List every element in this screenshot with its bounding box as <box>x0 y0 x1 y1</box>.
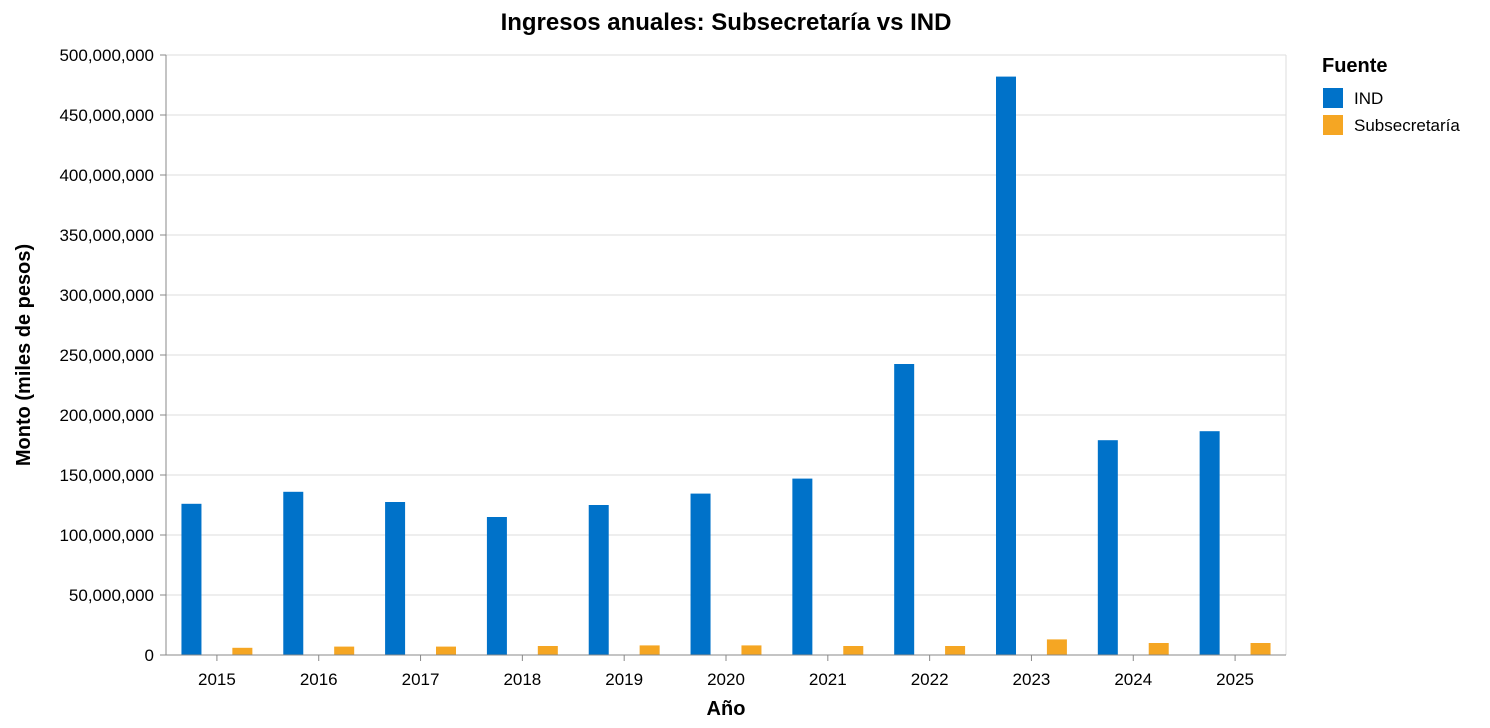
x-tick-label: 2025 <box>1216 670 1254 689</box>
bar-subsecretar-a-2016 <box>334 646 355 655</box>
chart-title: Ingresos anuales: Subsecretaría vs IND <box>501 9 952 36</box>
y-tick-label: 0 <box>145 646 154 665</box>
x-tick-label: 2022 <box>911 670 949 689</box>
bar-ind-2022 <box>894 364 915 655</box>
y-tick-label: 400,000,000 <box>59 166 154 185</box>
x-tick-label: 2024 <box>1114 670 1152 689</box>
legend: Fuente IND Subsecretaría <box>1322 55 1460 135</box>
x-tick-label: 2015 <box>198 670 236 689</box>
y-tick-label: 50,000,000 <box>69 586 154 605</box>
legend-label: IND <box>1354 89 1383 108</box>
bar-subsecretar-a-2015 <box>232 647 253 655</box>
bar-ind-2023 <box>996 76 1016 656</box>
bar-subsecretar-a-2018 <box>537 646 558 655</box>
x-tick-label: 2023 <box>1013 670 1051 689</box>
y-tick-label: 200,000,000 <box>59 406 154 425</box>
bar-subsecretar-a-2023 <box>1046 639 1067 655</box>
bar-subsecretar-a-2025 <box>1250 643 1271 655</box>
bar-ind-2025 <box>1199 431 1220 655</box>
x-tick-label: 2020 <box>707 670 745 689</box>
grid-lines <box>166 54 1287 656</box>
bar-subsecretar-a-2017 <box>436 646 456 655</box>
x-tick-label: 2017 <box>402 670 440 689</box>
axes: 0 50,000,000 100,000,000 150,000,000 200,000… <box>59 46 1286 689</box>
bar-ind-2016 <box>283 491 304 655</box>
bar-ind-2020 <box>690 493 711 655</box>
y-axis-title: Monto (miles de pesos) <box>13 244 35 466</box>
bar-subsecretar-a-2021 <box>843 646 864 655</box>
legend-title: Fuente <box>1322 55 1388 77</box>
bar-ind-2021 <box>792 478 813 655</box>
x-tick-label: 2021 <box>809 670 847 689</box>
bar-ind-2015 <box>181 503 202 655</box>
bars <box>181 76 1271 656</box>
legend-swatch <box>1323 115 1343 135</box>
y-tick-label: 500,000,000 <box>59 46 154 65</box>
y-tick-label: 150,000,000 <box>59 466 154 485</box>
bar-subsecretar-a-2024 <box>1148 643 1169 655</box>
bar-ind-2024 <box>1097 440 1118 655</box>
y-tick-label: 350,000,000 <box>59 226 154 245</box>
legend-label: Subsecretaría <box>1354 116 1460 135</box>
x-tick-label: 2019 <box>605 670 643 689</box>
x-tick-label: 2018 <box>503 670 541 689</box>
x-axis-title: Año <box>707 698 746 720</box>
bar-subsecretar-a-2022 <box>945 646 966 655</box>
y-tick-label: 450,000,000 <box>59 106 154 125</box>
y-tick-label: 250,000,000 <box>59 346 154 365</box>
y-tick-label: 300,000,000 <box>59 286 154 305</box>
bar-subsecretar-a-2020 <box>741 645 762 655</box>
y-tick-label: 100,000,000 <box>59 526 154 545</box>
bar-ind-2017 <box>385 502 406 655</box>
x-tick-label: 2016 <box>300 670 338 689</box>
bar-subsecretar-a-2019 <box>639 645 660 655</box>
bar-ind-2019 <box>588 505 609 655</box>
legend-swatch <box>1323 88 1343 108</box>
bar-ind-2018 <box>486 517 507 655</box>
